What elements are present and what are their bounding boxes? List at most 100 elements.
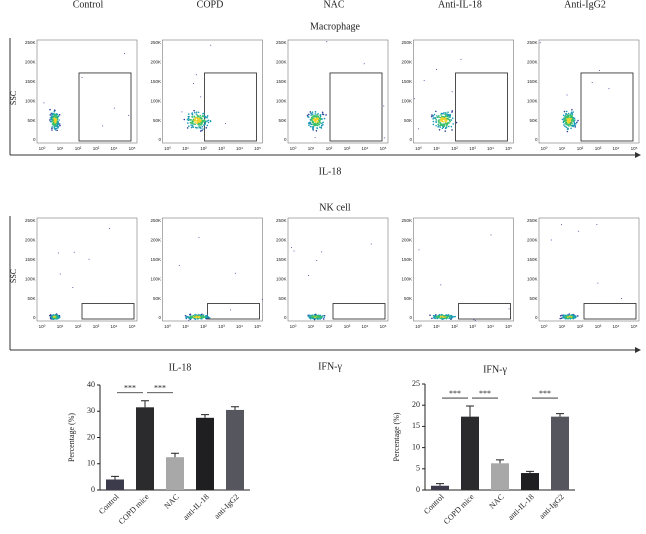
panel-frame: [413, 217, 514, 322]
panel-frame: [36, 217, 138, 322]
event-dot: [597, 282, 599, 284]
event-dot: [559, 317, 562, 320]
event-dot: [439, 126, 442, 128]
event-dot: [564, 122, 567, 125]
event-dot: [196, 316, 199, 318]
error-bar: [141, 400, 149, 408]
event-dot: [313, 117, 316, 120]
bar: [106, 479, 124, 490]
column-header: COPD: [197, 0, 224, 10]
event-dot: [447, 118, 450, 120]
event-dot: [193, 115, 196, 118]
event-dot: [197, 118, 200, 121]
event-dot: [309, 314, 311, 316]
event-dot: [189, 316, 191, 319]
event-dot: [460, 58, 462, 60]
gate: [455, 72, 508, 142]
y-tick-label: 150K: [25, 257, 36, 262]
event-dot: [326, 41, 328, 43]
event-dot: [194, 313, 196, 316]
x-tick-label: 10¹: [433, 324, 440, 329]
event-dot: [191, 122, 194, 125]
y-tick-label: 20: [87, 432, 95, 441]
y-tick-label: 250K: [401, 218, 412, 223]
event-dot: [321, 111, 324, 114]
event-dot: [315, 129, 318, 132]
x-tick-label: 10³: [344, 324, 351, 329]
y-tick-label: 250K: [527, 218, 538, 223]
event-dot: [323, 117, 326, 120]
x-tick-label: 10⁰: [39, 146, 46, 151]
event-dot: [202, 128, 204, 130]
bar: [166, 457, 184, 490]
event-dot: [49, 114, 52, 116]
event-dot: [563, 117, 565, 119]
event-dot: [564, 115, 566, 118]
event-dot: [413, 98, 415, 100]
event-dot: [451, 129, 453, 131]
event-dot: [576, 121, 578, 124]
event-dot: [572, 120, 575, 123]
event-dot: [450, 315, 453, 318]
event-dot: [199, 123, 201, 126]
event-dot: [50, 115, 53, 117]
event-dot: [451, 91, 453, 93]
x-tick-label: anti-IL-18: [181, 492, 211, 522]
event-dot: [187, 117, 190, 119]
event-dot: [447, 111, 449, 113]
event-dot: [562, 315, 565, 317]
x-tick-label: 10³: [469, 146, 476, 151]
event-dot: [451, 111, 453, 113]
event-dot: [204, 123, 207, 125]
event-dot: [230, 309, 232, 311]
y-tick-label: 250K: [401, 40, 412, 45]
event-dot: [442, 125, 445, 128]
event-dot: [445, 115, 448, 117]
event-dot: [51, 127, 53, 130]
y-tick-label: 150K: [527, 79, 538, 84]
x-tick-label: 10⁵: [254, 324, 261, 329]
y-tick-label: 0: [535, 137, 538, 142]
x-tick-label: 10³: [93, 324, 100, 329]
event-dot: [432, 316, 435, 319]
event-dot: [621, 298, 623, 300]
event-dot: [563, 124, 565, 126]
y-tick-label: 50K: [278, 296, 286, 301]
event-dot: [573, 316, 576, 319]
event-dot: [56, 124, 59, 126]
event-dot: [417, 128, 419, 130]
panel-frame: [413, 39, 514, 144]
event-dot: [443, 116, 445, 118]
event-dot: [202, 315, 205, 317]
y-tick-label: 200K: [401, 238, 412, 243]
event-dot: [437, 116, 440, 118]
x-tick-label: 10³: [218, 146, 225, 151]
x-tick-label: 10²: [75, 146, 82, 151]
event-dot: [435, 124, 437, 127]
event-dot: [56, 315, 59, 317]
event-dot: [206, 115, 209, 117]
event-dot: [443, 315, 446, 317]
event-dot: [314, 120, 316, 123]
event-dot: [58, 119, 60, 121]
significance-label: ***: [154, 384, 166, 393]
event-dot: [307, 115, 309, 118]
bar: [551, 416, 569, 490]
section-title: NK cell: [319, 202, 351, 213]
event-dot: [51, 112, 54, 115]
error-bar: [526, 470, 534, 474]
x-tick-label: 10¹: [559, 324, 566, 329]
event-dot: [559, 314, 562, 317]
event-dot: [200, 317, 203, 319]
event-dot: [53, 315, 56, 318]
event-dot: [322, 121, 324, 124]
event-dot: [438, 314, 441, 316]
y-tick-label: 0: [158, 315, 161, 320]
event-dot: [444, 112, 447, 114]
y-tick-label: 0: [284, 137, 287, 142]
event-dot: [319, 116, 321, 118]
event-dot: [418, 249, 420, 251]
event-dot: [448, 125, 450, 128]
event-dot: [55, 315, 58, 317]
